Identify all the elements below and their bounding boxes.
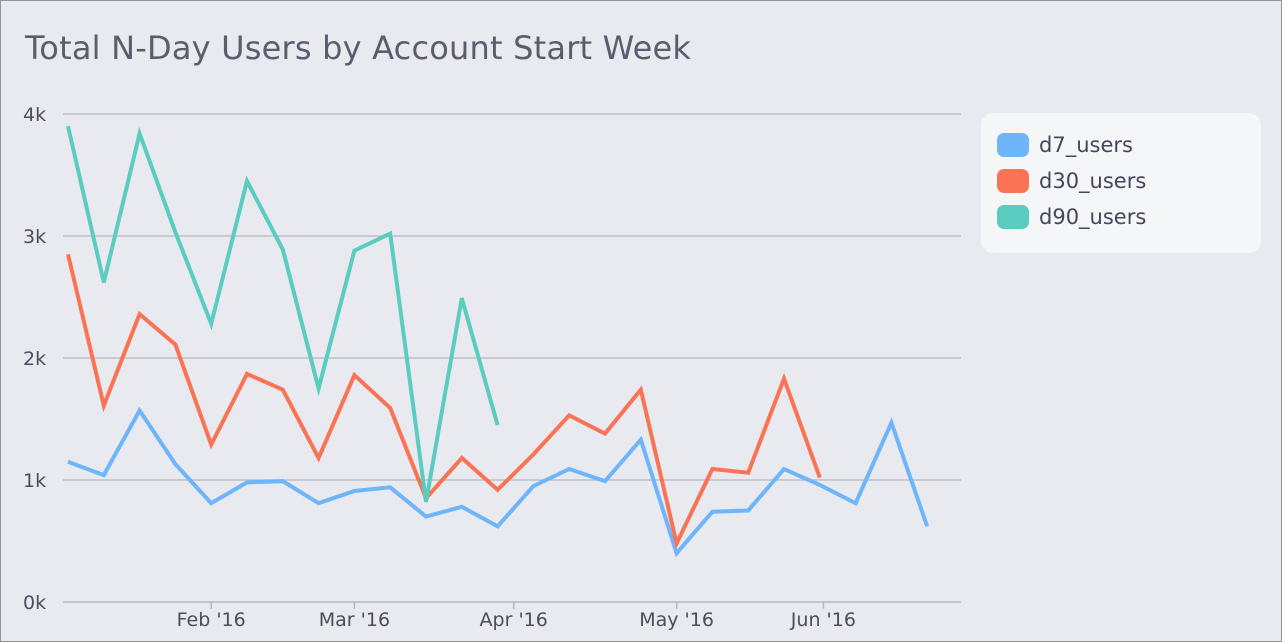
y-tick-label: 2k — [23, 348, 46, 370]
series-lines — [66, 125, 930, 558]
legend-label-d90-users: d90_users — [1039, 205, 1147, 229]
x-axis-labels: Feb '16 Mar '16 Apr '16 May '16 Jun '16 — [177, 602, 856, 631]
y-axis-labels: 0k 1k 2k 3k 4k — [23, 104, 46, 614]
series-line-d30-users[interactable] — [66, 253, 822, 550]
x-tick-label: Jun '16 — [790, 609, 856, 631]
y-tick-label: 0k — [23, 592, 46, 614]
series-line-d90-users[interactable] — [66, 125, 500, 503]
x-tick-label: Mar '16 — [319, 609, 390, 631]
legend: d7_users d30_users d90_users — [981, 113, 1261, 253]
legend-swatch-d30-users — [997, 169, 1029, 193]
x-tick-label: Feb '16 — [177, 609, 246, 631]
series-line-d7-users[interactable] — [67, 406, 930, 558]
legend-swatch-d7-users — [997, 133, 1029, 157]
legend-swatch-d90-users — [997, 205, 1029, 229]
y-tick-label: 4k — [23, 104, 46, 126]
y-tick-label: 3k — [23, 226, 46, 248]
gridlines — [63, 113, 961, 603]
chart-title: Total N-Day Users by Account Start Week — [25, 29, 692, 67]
legend-item-d7-users[interactable]: d7_users — [997, 131, 1133, 159]
legend-item-d30-users[interactable]: d30_users — [997, 167, 1146, 195]
legend-label-d30-users: d30_users — [1039, 169, 1147, 193]
legend-label-d7-users: d7_users — [1039, 133, 1133, 157]
x-tick-label: Apr '16 — [480, 609, 548, 631]
y-tick-label: 1k — [23, 470, 46, 492]
legend-item-d90-users[interactable]: d90_users — [997, 203, 1146, 231]
x-tick-label: May '16 — [639, 609, 714, 631]
